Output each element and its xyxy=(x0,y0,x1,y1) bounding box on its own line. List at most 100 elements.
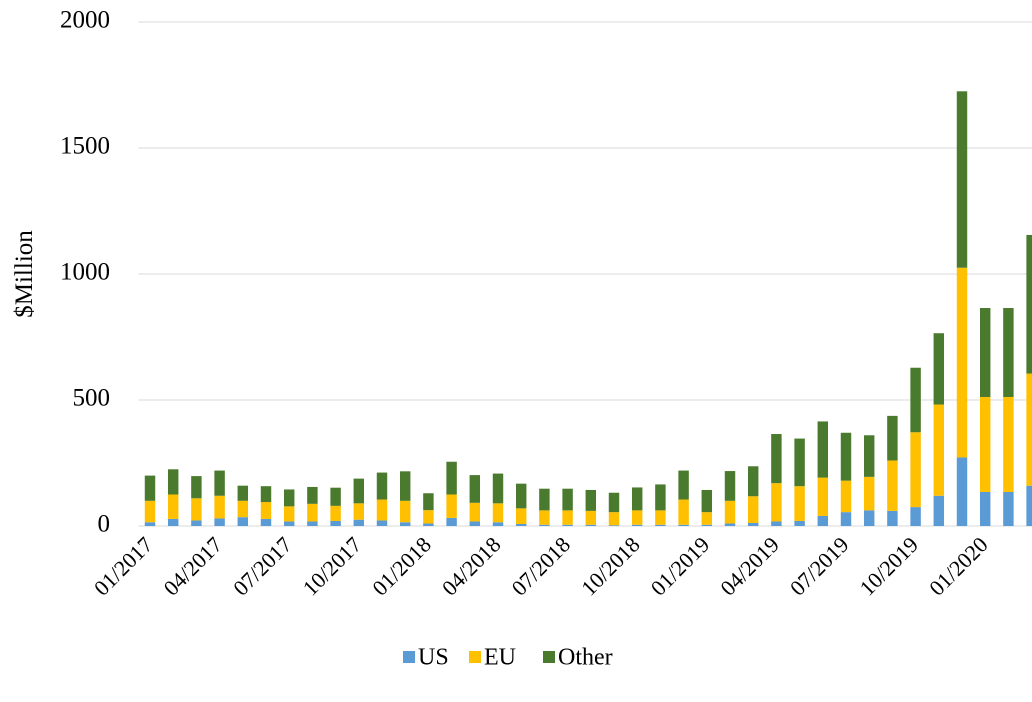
bar-segment xyxy=(167,518,179,526)
bar-segment xyxy=(724,523,736,526)
bar-segment xyxy=(631,510,643,525)
x-tick-label: 04/2017 xyxy=(158,532,227,601)
bar-segment xyxy=(678,499,689,525)
bar-segment xyxy=(376,520,388,526)
bar-segment xyxy=(562,488,573,511)
bar-segment xyxy=(910,507,921,526)
bar-segment xyxy=(608,492,620,513)
bar-segment xyxy=(933,333,945,405)
bar-segment xyxy=(214,470,225,496)
bar-segment xyxy=(701,512,713,525)
x-tick-label: 01/2019 xyxy=(646,532,715,601)
bar-segment xyxy=(747,522,759,526)
bar-segment xyxy=(608,525,620,526)
bar-segment xyxy=(956,457,968,526)
bar-segment xyxy=(191,520,202,526)
bar-segment xyxy=(214,495,225,519)
x-tick-label: 10/2018 xyxy=(576,532,645,601)
y-tick-label: 1000 xyxy=(60,259,110,286)
bar-segment xyxy=(655,524,666,526)
bar-segment xyxy=(655,510,666,525)
bar-segment xyxy=(307,486,318,504)
legend-swatch xyxy=(403,651,415,663)
bar-segment xyxy=(191,498,202,521)
x-tick-label: 04/2019 xyxy=(715,532,784,601)
bar-segment xyxy=(446,461,457,495)
bar-segment xyxy=(283,489,295,507)
bar-segment xyxy=(330,505,341,521)
bar-segment xyxy=(492,522,504,526)
bar-segment xyxy=(515,508,527,524)
bar-segment xyxy=(887,415,898,461)
bar-segment xyxy=(585,489,597,511)
bar-segment xyxy=(771,434,782,484)
bar-segment xyxy=(817,515,829,526)
bar-segment xyxy=(469,521,481,526)
bar-segment xyxy=(399,471,411,501)
bar-segment xyxy=(631,524,643,526)
x-tick-label: 04/2018 xyxy=(437,532,506,601)
bar-segment xyxy=(307,521,318,526)
bar-segment xyxy=(910,432,921,508)
bar-segment xyxy=(840,512,852,526)
bar-segment xyxy=(794,486,805,521)
bar-segment xyxy=(167,469,179,495)
bar-segment xyxy=(214,518,225,526)
bar-segment xyxy=(144,522,156,526)
bar-segment xyxy=(492,503,504,523)
legend-label: EU xyxy=(484,645,516,671)
bar-segment xyxy=(585,524,597,526)
bar-segment xyxy=(260,486,272,503)
bar-segment xyxy=(910,367,921,433)
bar-segment xyxy=(469,475,481,503)
legend-swatch xyxy=(543,651,555,663)
bar-segment xyxy=(1026,373,1032,486)
bar-segment xyxy=(840,480,852,513)
bar-segment xyxy=(1003,308,1014,397)
bar-segment xyxy=(399,500,411,523)
bar-segment xyxy=(863,476,875,511)
bar-segment xyxy=(260,502,272,519)
bar-segment xyxy=(144,475,156,501)
bar-segment xyxy=(724,471,736,501)
y-tick-label: 500 xyxy=(73,385,111,412)
bar-segment xyxy=(423,510,434,524)
bar-segment xyxy=(1026,485,1032,526)
bar-segment xyxy=(237,500,249,518)
bar-segment xyxy=(191,476,202,499)
bar-segment xyxy=(794,520,805,526)
bar-segment xyxy=(794,438,805,487)
bar-segment xyxy=(562,510,573,525)
bar-segment xyxy=(237,517,249,526)
bar-segment xyxy=(655,484,666,511)
bar-segment xyxy=(747,496,759,523)
y-tick-label: 1500 xyxy=(60,133,110,160)
bar-segment xyxy=(678,470,689,500)
bar-segment xyxy=(353,519,365,526)
bar-segment xyxy=(701,489,713,513)
bar-segment xyxy=(631,487,643,511)
bar-segment xyxy=(469,502,481,522)
bar-segment xyxy=(817,421,829,478)
bar-segment xyxy=(283,506,295,522)
bar-segment xyxy=(933,404,945,496)
bar-segment xyxy=(979,308,991,397)
y-tick-label: 0 xyxy=(98,511,111,538)
bar-segment xyxy=(956,91,968,268)
bar-segment xyxy=(771,483,782,522)
x-tick-label: 01/2020 xyxy=(924,532,993,601)
bar-segment xyxy=(330,487,341,506)
bar-segment xyxy=(539,524,550,526)
bar-segment xyxy=(330,520,341,526)
legend-label: Other xyxy=(558,645,613,671)
bar-segment xyxy=(562,524,573,526)
bar-segment xyxy=(353,478,365,504)
bar-segment xyxy=(539,488,550,511)
y-tick-label: 2000 xyxy=(60,7,110,34)
bar-segment xyxy=(724,500,736,524)
bar-segment xyxy=(863,435,875,477)
bar-segment xyxy=(1026,234,1032,374)
x-tick-label: 07/2017 xyxy=(228,532,297,601)
bar-segment xyxy=(771,521,782,526)
